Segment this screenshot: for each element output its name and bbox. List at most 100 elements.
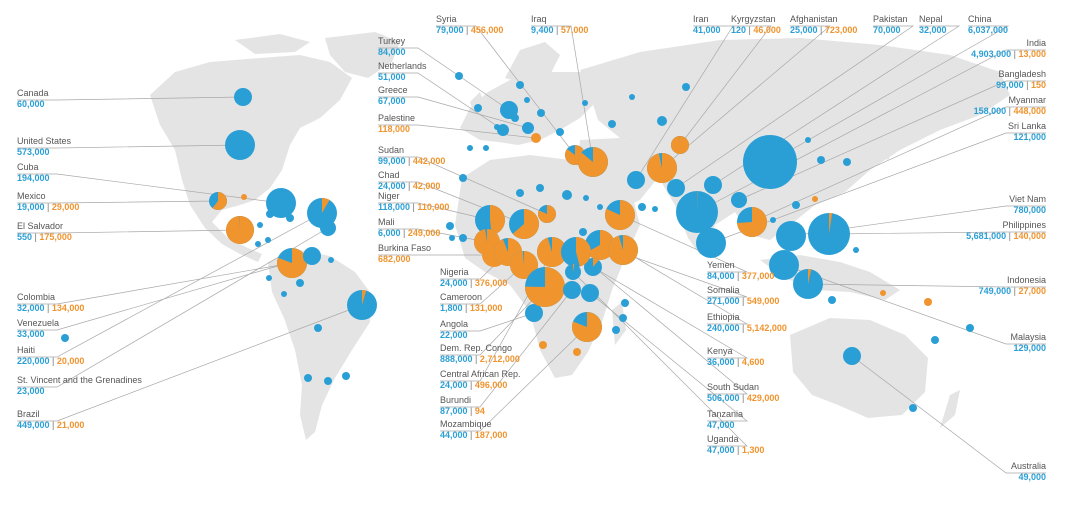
bubble-st-vincent-and-the-grenadines[interactable] (320, 220, 336, 236)
bubble-layer (61, 72, 974, 412)
label-australia: Australia 49,000 (1011, 461, 1046, 483)
bubble-mexico[interactable] (209, 192, 227, 210)
bubble-iran[interactable] (627, 171, 645, 189)
leader-line-ethiopia (622, 249, 749, 325)
bubble-sudan[interactable] (538, 205, 557, 223)
value-orange: 187,000 (474, 430, 508, 440)
bubble-sri-lanka[interactable] (696, 228, 726, 258)
bubble-turkey[interactable] (500, 101, 518, 119)
value-blue: 158,000 (973, 106, 1007, 116)
small-bubble (467, 145, 473, 151)
bubble-india[interactable] (676, 191, 718, 233)
country-name: Ethiopia (707, 312, 740, 322)
label-pakistan: Pakistan 70,000 (873, 14, 908, 36)
bubble-kenya[interactable] (584, 258, 602, 276)
bubble-indonesia[interactable] (793, 269, 823, 299)
bubble-united-states[interactable] (225, 130, 255, 160)
value-orange: 456,000 (470, 25, 504, 35)
bubble-venezuela[interactable] (303, 247, 321, 265)
bubble-orange-chad (512, 209, 540, 239)
bubble-china[interactable] (743, 135, 797, 189)
bubble-orange-philippines (829, 213, 833, 234)
bubble-orange-kyrgyzstan (670, 136, 689, 155)
small-bubble (682, 83, 690, 91)
bubble-uganda[interactable] (565, 264, 581, 280)
bubble-somalia[interactable] (585, 230, 616, 260)
bubble-malaysia[interactable] (769, 250, 799, 280)
bubble-greece[interactable] (522, 122, 534, 134)
bubble-pakistan[interactable] (667, 179, 685, 197)
bubble-netherlands[interactable] (497, 124, 509, 136)
bubble-orange-mozambique (572, 312, 603, 343)
value-orange: 20,000 (56, 356, 85, 366)
country-name: Philippines (1002, 220, 1046, 230)
bubble-blue-greece (522, 122, 534, 134)
bubble-central-african-rep[interactable] (537, 237, 567, 267)
small-bubble (657, 116, 667, 126)
bubble-niger[interactable] (475, 205, 506, 235)
bubble-burundi[interactable] (563, 281, 581, 299)
bubble-orange-haiti (322, 198, 330, 213)
bubble-cameroon[interactable] (510, 251, 538, 280)
small-bubble (304, 374, 312, 382)
bubble-orange-ethiopia (608, 235, 639, 266)
bubble-nepal[interactable] (704, 176, 722, 194)
small-bubble (792, 201, 800, 209)
bubble-viet-nam[interactable] (776, 221, 806, 251)
leader-line-mozambique (440, 326, 588, 432)
bubble-cuba[interactable] (266, 188, 296, 218)
value-orange: 4,600 (741, 357, 765, 367)
bubble-south-sudan[interactable] (561, 237, 591, 267)
bubble-australia[interactable] (843, 347, 861, 365)
bubble-yemen[interactable] (605, 200, 635, 231)
country-name: Chad (378, 170, 400, 180)
small-bubble (828, 296, 836, 304)
value-blue: 49,000 (1018, 472, 1046, 482)
country-name: Burkina Faso (378, 243, 432, 253)
label-netherlands: Netherlands 51,000 (378, 61, 427, 83)
country-values: 158,000 | 448,000 (974, 106, 1046, 117)
bubble-tanzania[interactable] (581, 284, 599, 302)
bubble-dem-rep-congo[interactable] (525, 267, 565, 307)
value-blue: 32,000 (17, 303, 45, 313)
bubble-angola[interactable] (525, 304, 543, 322)
value-separator: | (32, 232, 40, 242)
country-values: 220,000 | 20,000 (17, 356, 84, 367)
bubble-brazil[interactable] (347, 290, 377, 320)
bubble-colombia[interactable] (277, 248, 307, 279)
country-values: 79,000 | 456,000 (436, 25, 503, 36)
label-nigeria: Nigeria 24,000 | 376,000 (440, 267, 507, 289)
country-values: 84,000 | 377,000 (707, 271, 774, 282)
country-values: 118,000 | 110,000 (378, 202, 449, 213)
bubble-afghanistan[interactable] (646, 153, 677, 184)
bubble-mozambique[interactable] (572, 312, 603, 343)
value-orange: 5,142,000 (746, 323, 787, 333)
bubble-orange-mexico (212, 192, 227, 210)
bubble-philippines[interactable] (808, 213, 850, 255)
small-bubble (266, 275, 272, 281)
bubble-myanmar[interactable] (737, 207, 767, 238)
value-blue: 129,000 (1013, 343, 1046, 353)
small-bubble (459, 174, 467, 182)
land-scandinavia (505, 42, 560, 85)
country-values: 49,000 (1011, 472, 1046, 483)
label-uganda: Uganda 47,000 | 1,300 (707, 434, 764, 456)
bubble-palestine[interactable] (531, 133, 541, 143)
leader-line-canada (17, 96, 244, 101)
label-sudan: Sudan 99,000 | 442,000 (378, 145, 445, 167)
country-name: Kyrgyzstan (731, 14, 776, 24)
label-colombia: Colombia 32,000 | 134,000 (17, 292, 84, 314)
bubble-chad[interactable] (509, 209, 540, 239)
bubble-el-salvador[interactable] (226, 216, 255, 245)
bubble-canada[interactable] (234, 88, 252, 106)
value-blue: 84,000 (707, 271, 735, 281)
leader-line-burundi (440, 289, 573, 408)
country-name: South Sudan (707, 382, 760, 392)
bubble-bangladesh[interactable] (731, 192, 747, 208)
bubble-iraq[interactable] (577, 147, 608, 178)
small-bubble (652, 206, 658, 212)
country-values: 87,000 | 94 (440, 406, 485, 417)
bubble-kyrgyzstan[interactable] (670, 136, 689, 155)
label-burkina-faso: Burkina Faso 682,000 (378, 243, 431, 265)
bubble-ethiopia[interactable] (608, 235, 639, 266)
